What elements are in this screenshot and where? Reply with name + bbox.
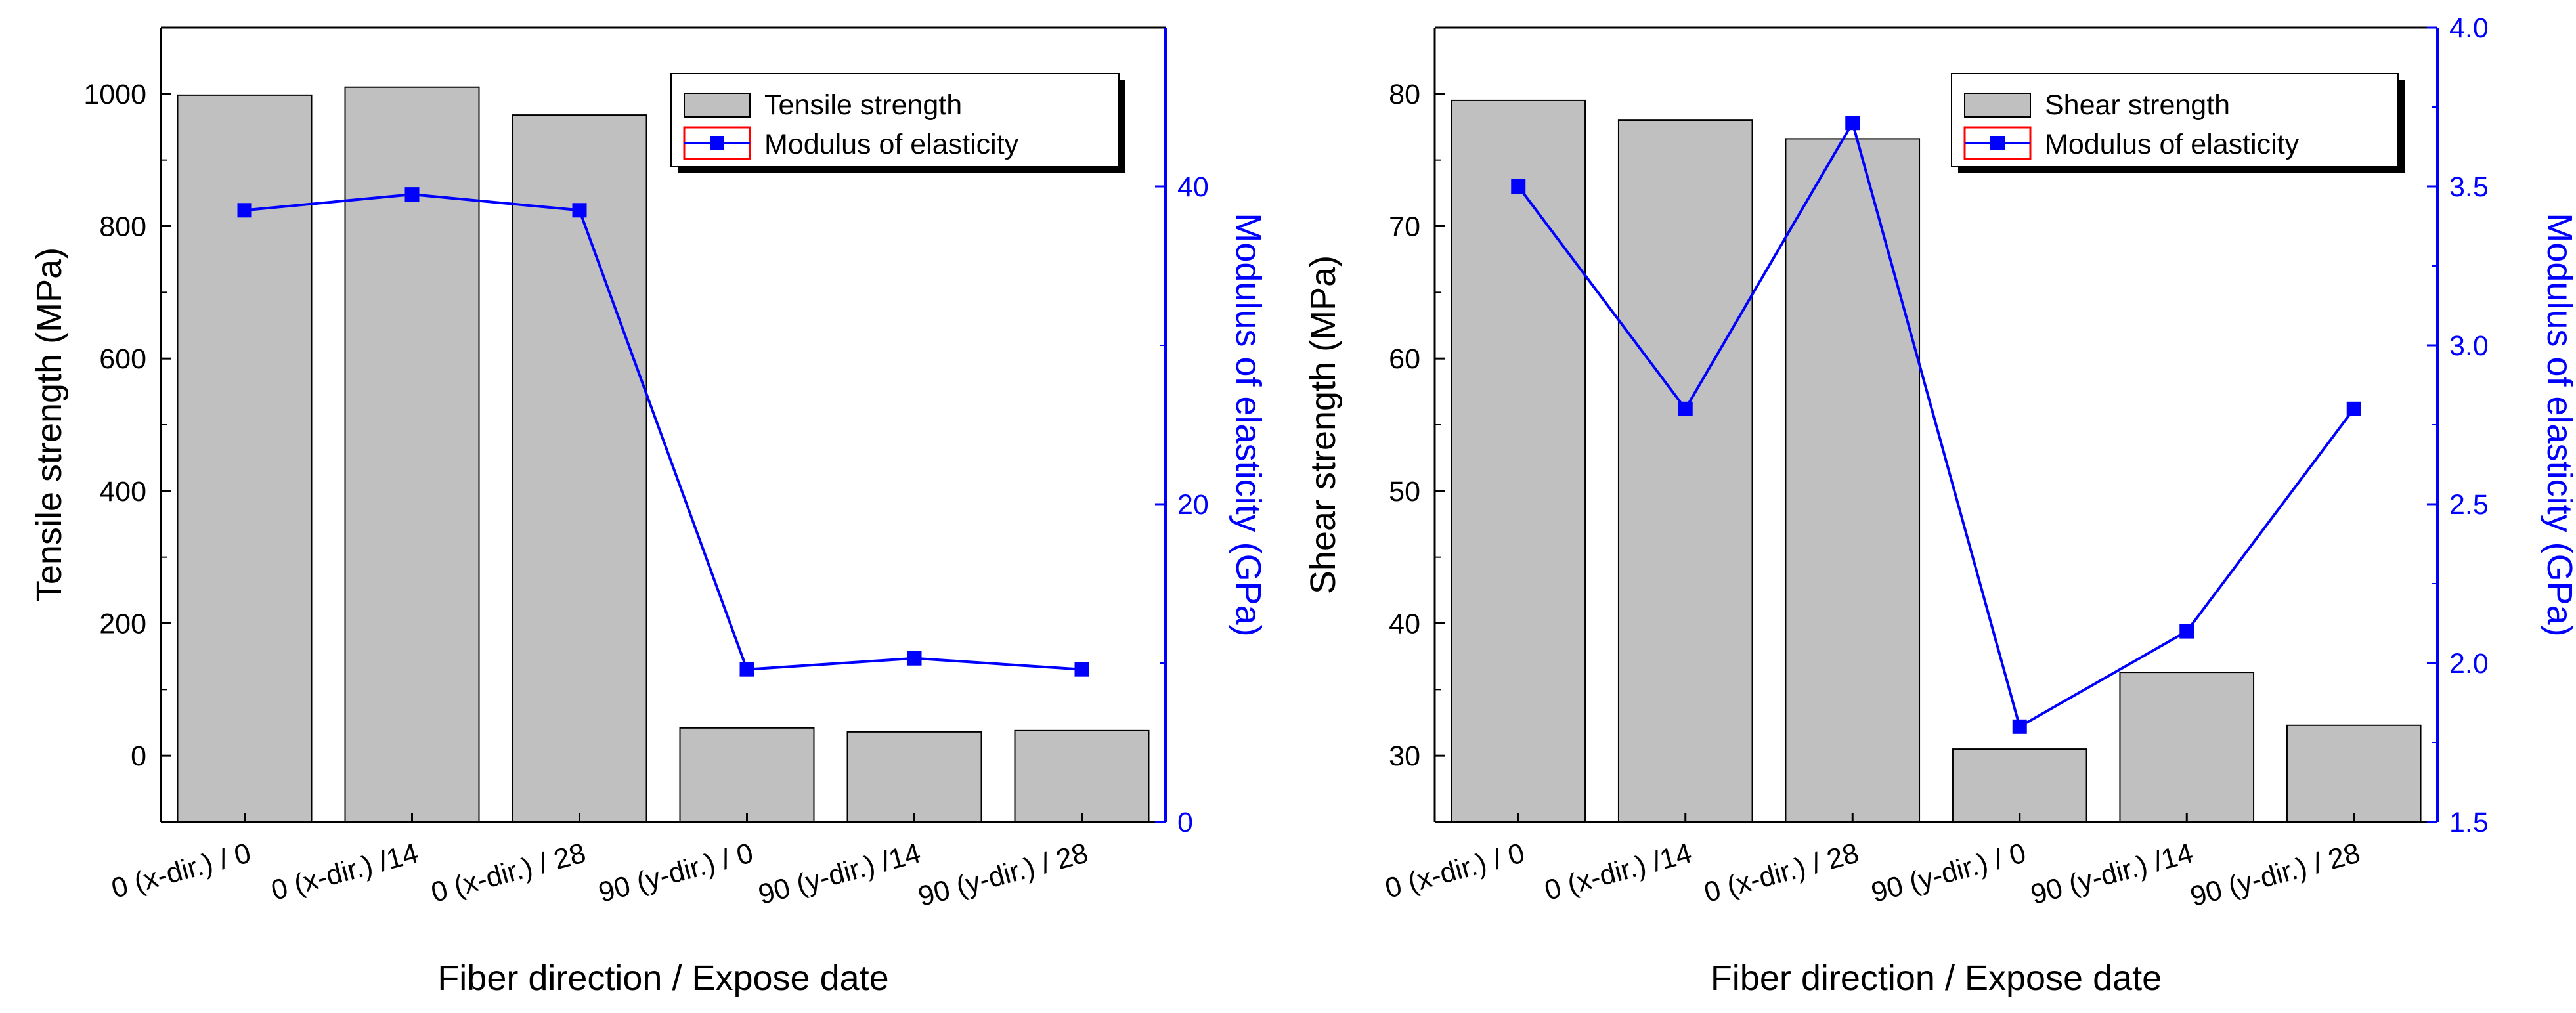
bar	[1451, 99, 1586, 823]
category-label: 0 (x-dir.) / 28	[1701, 837, 1862, 909]
legend-box	[670, 73, 1120, 167]
bar	[1952, 748, 2087, 823]
category-label: 90 (y-dir.) / 28	[915, 837, 1091, 913]
y2-tick-label: 40	[1177, 171, 1209, 203]
y-tick-label: 1000	[83, 79, 146, 110]
y2-tick-label: 4.0	[2449, 12, 2489, 44]
y2-axis-title: Modulus of elasticity (GPa)	[2540, 213, 2576, 636]
legend: Tensile strength Modulus of elasticity	[670, 73, 1125, 173]
y-tick-label: 70	[1389, 211, 1420, 243]
y2-tick-label: 1.5	[2449, 807, 2489, 838]
modulus-point	[2012, 719, 2027, 734]
modulus-line	[244, 193, 1082, 671]
legend-label: Modulus of elasticity	[764, 129, 1019, 160]
bar	[344, 86, 480, 823]
category-label: 90 (y-dir.) / 28	[2187, 837, 2364, 913]
x-axis-title: Fiber direction / Expose date	[437, 959, 888, 998]
modulus-point	[907, 651, 922, 666]
legend-marker	[1990, 136, 2005, 150]
category-label: 0 (x-dir.) /14	[1541, 837, 1695, 907]
y2-tick-label: 3.0	[2449, 330, 2489, 362]
y-tick-label: 600	[99, 343, 146, 375]
y2-tick-label: 20	[1177, 489, 1209, 521]
modulus-point	[1845, 116, 1860, 131]
y-tick-label: 50	[1389, 476, 1420, 507]
y-axis-title: Tensile strength (MPa)	[30, 248, 69, 602]
y2-tick-label: 0	[1177, 807, 1193, 838]
legend-label: Shear strength	[2045, 89, 2230, 121]
modulus-point	[1074, 662, 1089, 677]
y-tick-label: 200	[99, 609, 146, 640]
category-label: 90 (y-dir.) / 0	[1868, 837, 2030, 909]
modulus-point	[1511, 179, 1526, 194]
legend-bar-swatch	[684, 93, 751, 118]
legend-label: Modulus of elasticity	[2045, 129, 2300, 160]
category-label: 0 (x-dir.) / 0	[1382, 837, 1527, 905]
y-tick-label: 0	[131, 741, 146, 772]
y2-axis-title: Modulus of elasticity (GPa)	[1229, 213, 1268, 636]
modulus-point	[572, 203, 587, 218]
modulus-point	[739, 662, 754, 677]
bar-series	[177, 86, 1150, 823]
legend-marker	[710, 136, 724, 150]
legend-bar-swatch	[1964, 93, 2031, 118]
y2-tick-label: 2.0	[2449, 648, 2489, 679]
bar-series	[1451, 99, 2422, 823]
legend: Shear strength Modulus of elasticity	[1951, 73, 2405, 173]
legend-box	[1951, 73, 2399, 167]
category-label: 90 (y-dir.) /14	[2028, 837, 2196, 911]
category-label: 90 (y-dir.) /14	[755, 837, 924, 911]
category-label: 90 (y-dir.) / 0	[596, 837, 757, 909]
y2-tick-label: 2.5	[2449, 489, 2489, 521]
category-label: 0 (x-dir.) / 28	[428, 837, 590, 909]
modulus-point	[237, 203, 252, 218]
bar	[512, 114, 647, 823]
category-label: 0 (x-dir.) / 0	[108, 837, 254, 905]
bar	[2286, 724, 2422, 823]
y-tick-label: 40	[1389, 609, 1420, 640]
category-label: 0 (x-dir.) /14	[268, 837, 422, 907]
modulus-point	[404, 187, 420, 202]
modulus-point	[2346, 401, 2361, 416]
bar	[846, 731, 982, 823]
y-tick-label: 30	[1389, 741, 1420, 772]
bar	[1785, 138, 1921, 823]
y-tick-label: 60	[1389, 343, 1420, 375]
y-tick-label: 80	[1389, 79, 1420, 110]
y2-tick-label: 3.5	[2449, 171, 2489, 203]
chart-2: 30 40 50 60 70 80 1.5 2.0 2.5 3.0 3.5 4.0 0 (x-dir.)…	[1303, 12, 2576, 998]
modulus-line	[1517, 119, 2355, 729]
modulus-point	[1678, 401, 1693, 416]
y-tick-label: 400	[99, 476, 146, 507]
y-tick-label: 800	[99, 211, 146, 243]
legend-label: Tensile strength	[764, 89, 962, 121]
bar	[679, 727, 815, 823]
y-axis-title: Shear strength (MPa)	[1303, 255, 1343, 594]
bar	[1014, 729, 1150, 823]
x-axis-title: Fiber direction / Expose date	[1711, 959, 2162, 998]
modulus-point	[2179, 624, 2194, 639]
bar	[2119, 672, 2255, 823]
bar	[1617, 119, 1753, 823]
